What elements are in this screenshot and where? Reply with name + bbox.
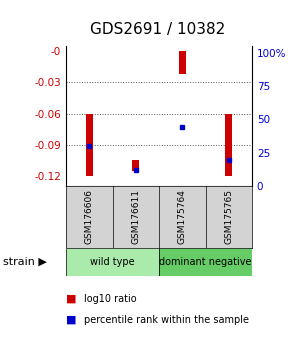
Text: ■: ■ xyxy=(66,315,76,325)
Bar xyxy=(132,160,139,171)
Text: GSM175764: GSM175764 xyxy=(178,189,187,244)
Bar xyxy=(86,114,93,176)
Text: ■: ■ xyxy=(66,294,76,304)
Text: GSM176611: GSM176611 xyxy=(131,189,140,245)
Text: GSM175765: GSM175765 xyxy=(224,189,233,245)
Text: log10 ratio: log10 ratio xyxy=(84,294,136,304)
Bar xyxy=(179,51,186,74)
Text: percentile rank within the sample: percentile rank within the sample xyxy=(84,315,249,325)
Text: strain ▶: strain ▶ xyxy=(3,257,47,267)
Bar xyxy=(159,248,252,276)
Text: wild type: wild type xyxy=(90,257,135,267)
Text: dominant negative: dominant negative xyxy=(159,257,252,267)
Bar xyxy=(225,114,232,176)
Bar xyxy=(66,248,159,276)
Text: GDS2691 / 10382: GDS2691 / 10382 xyxy=(90,22,225,37)
Text: GSM176606: GSM176606 xyxy=(85,189,94,245)
